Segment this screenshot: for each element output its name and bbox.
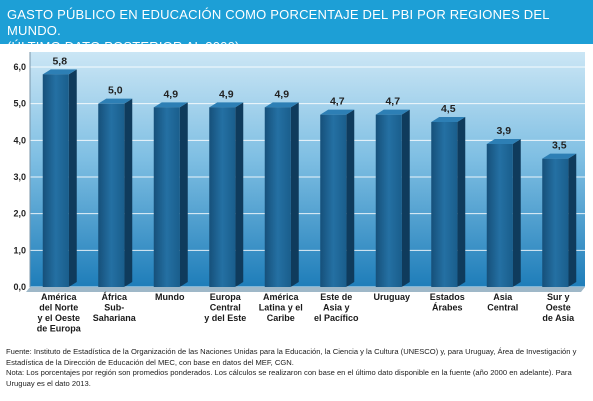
bar bbox=[542, 158, 569, 287]
category-label-line: América bbox=[263, 292, 300, 302]
bar-side bbox=[401, 109, 410, 288]
category-label-line: Europa bbox=[210, 292, 242, 302]
data-label: 5,8 bbox=[52, 55, 67, 67]
category-label-line: Uruguay bbox=[373, 292, 410, 302]
bar-side bbox=[68, 69, 77, 287]
bar-top bbox=[431, 117, 466, 122]
bar-side bbox=[568, 153, 577, 287]
category-label-line: Oeste bbox=[546, 303, 571, 313]
bar-top bbox=[542, 153, 577, 159]
data-label: 4,5 bbox=[441, 103, 456, 115]
bar-top bbox=[264, 102, 299, 108]
data-label: 3,9 bbox=[496, 125, 511, 137]
category-label: Mundo bbox=[155, 292, 185, 302]
bar-top bbox=[153, 102, 188, 108]
category-label: Estados Árabes bbox=[430, 292, 465, 313]
category-label-line: Asia y bbox=[323, 303, 350, 313]
note-text: Nota: Los porcentajes por región son pro… bbox=[6, 368, 572, 388]
category-label-line: Caribe bbox=[267, 313, 295, 323]
category-label-line: Este de bbox=[320, 292, 352, 302]
y-tick-label: 4,0 bbox=[13, 135, 26, 145]
category-label-line: Mundo bbox=[155, 292, 185, 302]
category-label-line: y del Este bbox=[204, 313, 246, 323]
y-tick-label: 3,0 bbox=[13, 172, 26, 182]
y-tick-label: 1,0 bbox=[13, 245, 26, 255]
category-label-line: Asia bbox=[493, 292, 513, 302]
bar bbox=[486, 144, 513, 287]
category-label-line: Árabes bbox=[432, 303, 463, 313]
bar-side bbox=[457, 117, 466, 287]
category-label-line: Latina y el bbox=[259, 303, 303, 313]
bar bbox=[153, 107, 180, 287]
category-label: América Latina y el Caribe bbox=[259, 292, 303, 323]
bar-side bbox=[235, 102, 244, 287]
bar bbox=[320, 114, 347, 288]
bar bbox=[431, 122, 458, 287]
data-label: 4,9 bbox=[219, 88, 234, 100]
category-label-line: Sur y bbox=[547, 292, 570, 302]
bar-side bbox=[124, 98, 133, 287]
bar-top bbox=[209, 102, 244, 108]
data-label: 3,5 bbox=[552, 140, 567, 152]
title-bar: GASTO PÚBLICO EN EDUCACIÓN COMO PORCENTA… bbox=[0, 0, 593, 54]
bar-side bbox=[512, 139, 521, 287]
category-label-line: Sahariana bbox=[93, 313, 137, 323]
data-label: 5,0 bbox=[108, 85, 123, 97]
bar-top bbox=[98, 98, 133, 104]
bar-side bbox=[346, 109, 355, 288]
category-label: Uruguay bbox=[373, 292, 410, 302]
chart-title-line1: GASTO PÚBLICO EN EDUCACIÓN COMO PORCENTA… bbox=[7, 7, 550, 38]
category-label: América del Norte y el Oeste de Europa bbox=[37, 292, 82, 334]
category-label-line: Sub- bbox=[104, 303, 124, 313]
bar bbox=[264, 107, 291, 287]
y-tick-label: 0,0 bbox=[13, 282, 26, 292]
y-tick-label: 2,0 bbox=[13, 209, 26, 219]
category-label-line: África bbox=[101, 292, 128, 302]
category-label: Sur y Oeste de Asia bbox=[542, 292, 575, 323]
bar bbox=[42, 74, 69, 287]
category-label-line: y el Oeste bbox=[37, 313, 80, 323]
category-label-line: de Asia bbox=[542, 313, 575, 323]
chart-floor bbox=[26, 287, 585, 292]
data-label: 4,9 bbox=[274, 88, 289, 100]
source-text: Fuente: Instituto de Estadística de la O… bbox=[6, 347, 577, 367]
y-tick-label: 6,0 bbox=[13, 62, 26, 72]
chart-area: 0,0 1,0 2,0 3,0 4,0 5,0 6,0 5,8 América del Norte… bbox=[0, 44, 593, 344]
bar bbox=[98, 103, 125, 287]
bar bbox=[375, 114, 402, 288]
category-label: Europa Central y del Este bbox=[204, 292, 246, 323]
category-label-line: Central bbox=[487, 303, 518, 313]
category-label: África Sub-Sahariana bbox=[93, 292, 137, 323]
data-label: 4,9 bbox=[163, 88, 178, 100]
bar-side bbox=[179, 102, 188, 287]
bar-top bbox=[320, 109, 355, 115]
category-label: Este de Asia y el Pacífico bbox=[314, 292, 359, 323]
chart-title: GASTO PÚBLICO EN EDUCACIÓN COMO PORCENTA… bbox=[7, 7, 587, 55]
bar-top bbox=[375, 109, 410, 115]
category-label-line: el Pacífico bbox=[314, 313, 359, 323]
bar-top bbox=[486, 139, 521, 144]
category-label-line: de Europa bbox=[37, 324, 82, 334]
category-label-line: Estados bbox=[430, 292, 465, 302]
bar-top bbox=[42, 69, 77, 75]
category-label-line: Central bbox=[210, 303, 241, 313]
category-label-line: América bbox=[41, 292, 78, 302]
chart-title-line2: (ÚLTIMO DATO POSTERIOR AL 2000). bbox=[7, 39, 244, 54]
bar bbox=[209, 107, 236, 287]
data-label: 4,7 bbox=[330, 96, 345, 108]
category-label: Asia Central bbox=[487, 292, 518, 313]
category-label-line: del Norte bbox=[39, 303, 78, 313]
y-tick-label: 5,0 bbox=[13, 99, 26, 109]
data-label: 4,7 bbox=[385, 96, 400, 108]
source-note: Fuente: Instituto de Estadística de la O… bbox=[6, 347, 588, 389]
bar-side bbox=[290, 102, 299, 287]
